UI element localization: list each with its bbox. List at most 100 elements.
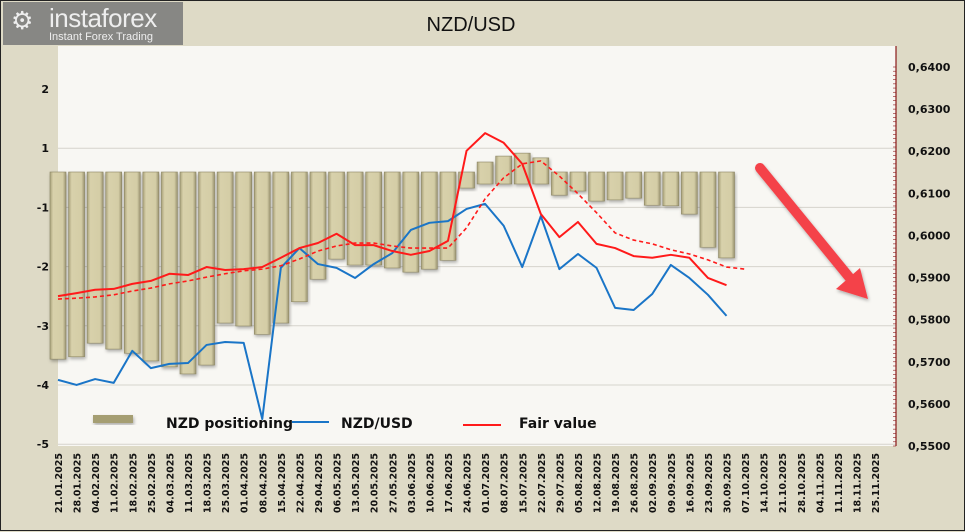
watermark-name: instaforex bbox=[49, 3, 157, 33]
left-tick-label: -5 bbox=[37, 438, 49, 451]
bar bbox=[495, 155, 512, 185]
bar bbox=[68, 171, 85, 358]
bar bbox=[532, 157, 550, 185]
watermark-tagline: Instant Forex Trading bbox=[49, 31, 153, 43]
x-tick-label: 16.09.2025 bbox=[685, 453, 696, 513]
x-tick-label: 04.11.2025 bbox=[815, 453, 826, 513]
bar bbox=[476, 161, 494, 185]
x-tick-label: 17.06.2025 bbox=[444, 453, 455, 513]
bar bbox=[123, 171, 141, 354]
x-tick-label: 18.11.2025 bbox=[853, 453, 864, 513]
bar bbox=[142, 171, 160, 362]
x-tick-label: 08.04.2025 bbox=[258, 453, 269, 513]
bar bbox=[105, 171, 123, 350]
bar bbox=[643, 171, 661, 206]
x-tick-label: 11.03.2025 bbox=[184, 453, 195, 513]
x-tick-label: 24.06.2025 bbox=[463, 453, 474, 513]
bar bbox=[699, 171, 717, 248]
bar bbox=[569, 171, 587, 192]
left-tick-label: -1 bbox=[37, 201, 49, 214]
fair-value-line bbox=[57, 132, 727, 298]
nzd-usd-line bbox=[57, 202, 728, 421]
right-axis: 0,6400 0,6300 0,6200 0,6100 0,6000 0,5900 0,58… bbox=[908, 61, 951, 453]
x-tick-label: 29.07.2025 bbox=[555, 453, 566, 513]
bar bbox=[161, 171, 178, 368]
left-tick-label: 1 bbox=[41, 142, 49, 155]
right-tick-label: 0,5600 bbox=[908, 398, 951, 411]
x-tick-label: 28.01.2025 bbox=[73, 453, 84, 513]
right-tick-label: 0,5500 bbox=[908, 440, 951, 453]
bar bbox=[606, 171, 624, 201]
x-tick-label: 25.11.2025 bbox=[871, 453, 882, 513]
bar bbox=[179, 171, 197, 375]
right-tick-label: 0,6100 bbox=[908, 187, 951, 200]
x-tick-label: 05.08.2025 bbox=[574, 453, 585, 513]
bar bbox=[235, 171, 252, 327]
x-tick-label: 14.10.2025 bbox=[760, 453, 771, 513]
x-tick-label: 10.06.2025 bbox=[425, 453, 436, 513]
right-tick-label: 0,5900 bbox=[908, 272, 951, 285]
bars bbox=[49, 152, 735, 375]
lines bbox=[57, 132, 746, 421]
left-tick-label: -3 bbox=[37, 320, 49, 333]
x-tick-label: 03.06.2025 bbox=[407, 453, 418, 513]
x-tick-label: 08.07.2025 bbox=[500, 453, 511, 513]
bar bbox=[253, 171, 271, 335]
x-tick-label: 30.09.2025 bbox=[723, 453, 734, 513]
bar bbox=[86, 171, 104, 344]
right-tick-label: 0,6000 bbox=[908, 229, 951, 242]
fair-value-trend-line bbox=[57, 160, 746, 300]
right-axis-minor-ticks bbox=[893, 66, 896, 447]
x-tick-label: 07.10.2025 bbox=[741, 453, 752, 513]
right-tick-label: 0,6200 bbox=[908, 145, 951, 158]
watermark: ⚙ instaforex Instant Forex Trading bbox=[3, 2, 183, 45]
x-tick-label: 20.05.2025 bbox=[370, 453, 381, 513]
right-tick-label: 0,6400 bbox=[908, 61, 951, 74]
bar bbox=[551, 171, 568, 196]
bar bbox=[291, 171, 308, 303]
legend-label-positioning: NZD positioning bbox=[166, 416, 293, 432]
x-tick-label: 15.04.2025 bbox=[277, 453, 288, 513]
x-tick-label: 29.04.2025 bbox=[314, 453, 325, 513]
right-tick-label: 0,6300 bbox=[908, 103, 951, 116]
instaforex-logo-icon: ⚙ bbox=[11, 6, 34, 35]
x-tick-label: 09.09.2025 bbox=[667, 453, 678, 513]
gridlines bbox=[58, 147, 896, 445]
right-tick-label: 0,5800 bbox=[908, 314, 951, 327]
x-tick-label: 02.09.2025 bbox=[648, 453, 659, 513]
x-tick-label: 06.05.2025 bbox=[333, 453, 344, 513]
x-tick-label: 28.10.2025 bbox=[797, 453, 808, 513]
legend-swatch-positioning bbox=[93, 415, 133, 423]
left-axis: 2 1 -1 -2 -3 -4 -5 bbox=[37, 83, 50, 451]
left-tick-label: -2 bbox=[37, 261, 49, 274]
chart-title: NZD/USD bbox=[427, 14, 516, 36]
right-tick-label: 0,5700 bbox=[908, 356, 951, 369]
x-tick-label: 22.07.2025 bbox=[537, 453, 548, 513]
x-tick-label: 11.02.2025 bbox=[110, 453, 121, 513]
bar bbox=[328, 171, 345, 260]
bar bbox=[662, 171, 680, 207]
x-tick-label: 12.08.2025 bbox=[593, 453, 604, 513]
x-tick-label: 04.02.2025 bbox=[91, 453, 102, 513]
x-tick-label: 01.07.2025 bbox=[481, 453, 492, 513]
x-tick-label: 26.08.2025 bbox=[630, 453, 641, 513]
plot-area bbox=[58, 46, 896, 446]
x-tick-label: 22.04.2025 bbox=[295, 453, 306, 513]
trend-arrow bbox=[755, 163, 868, 299]
x-tick-label: 21.01.2025 bbox=[54, 453, 65, 513]
x-tick-label: 18.03.2025 bbox=[203, 453, 214, 513]
bar bbox=[365, 171, 382, 266]
legend-label-fair: Fair value bbox=[519, 416, 597, 432]
x-tick-label: 11.11.2025 bbox=[834, 453, 845, 513]
x-tick-label: 23.09.2025 bbox=[704, 453, 715, 513]
x-axis: 21.01.2025 28.01.2025 04.02.2025 11.02.2025… bbox=[54, 453, 882, 513]
x-tick-label: 27.05.2025 bbox=[388, 453, 399, 513]
x-tick-label: 25.03.2025 bbox=[221, 453, 232, 513]
bar bbox=[383, 171, 401, 269]
bar bbox=[625, 171, 642, 199]
bar bbox=[421, 171, 438, 270]
left-tick-label: -4 bbox=[37, 379, 50, 392]
bar bbox=[49, 171, 67, 360]
